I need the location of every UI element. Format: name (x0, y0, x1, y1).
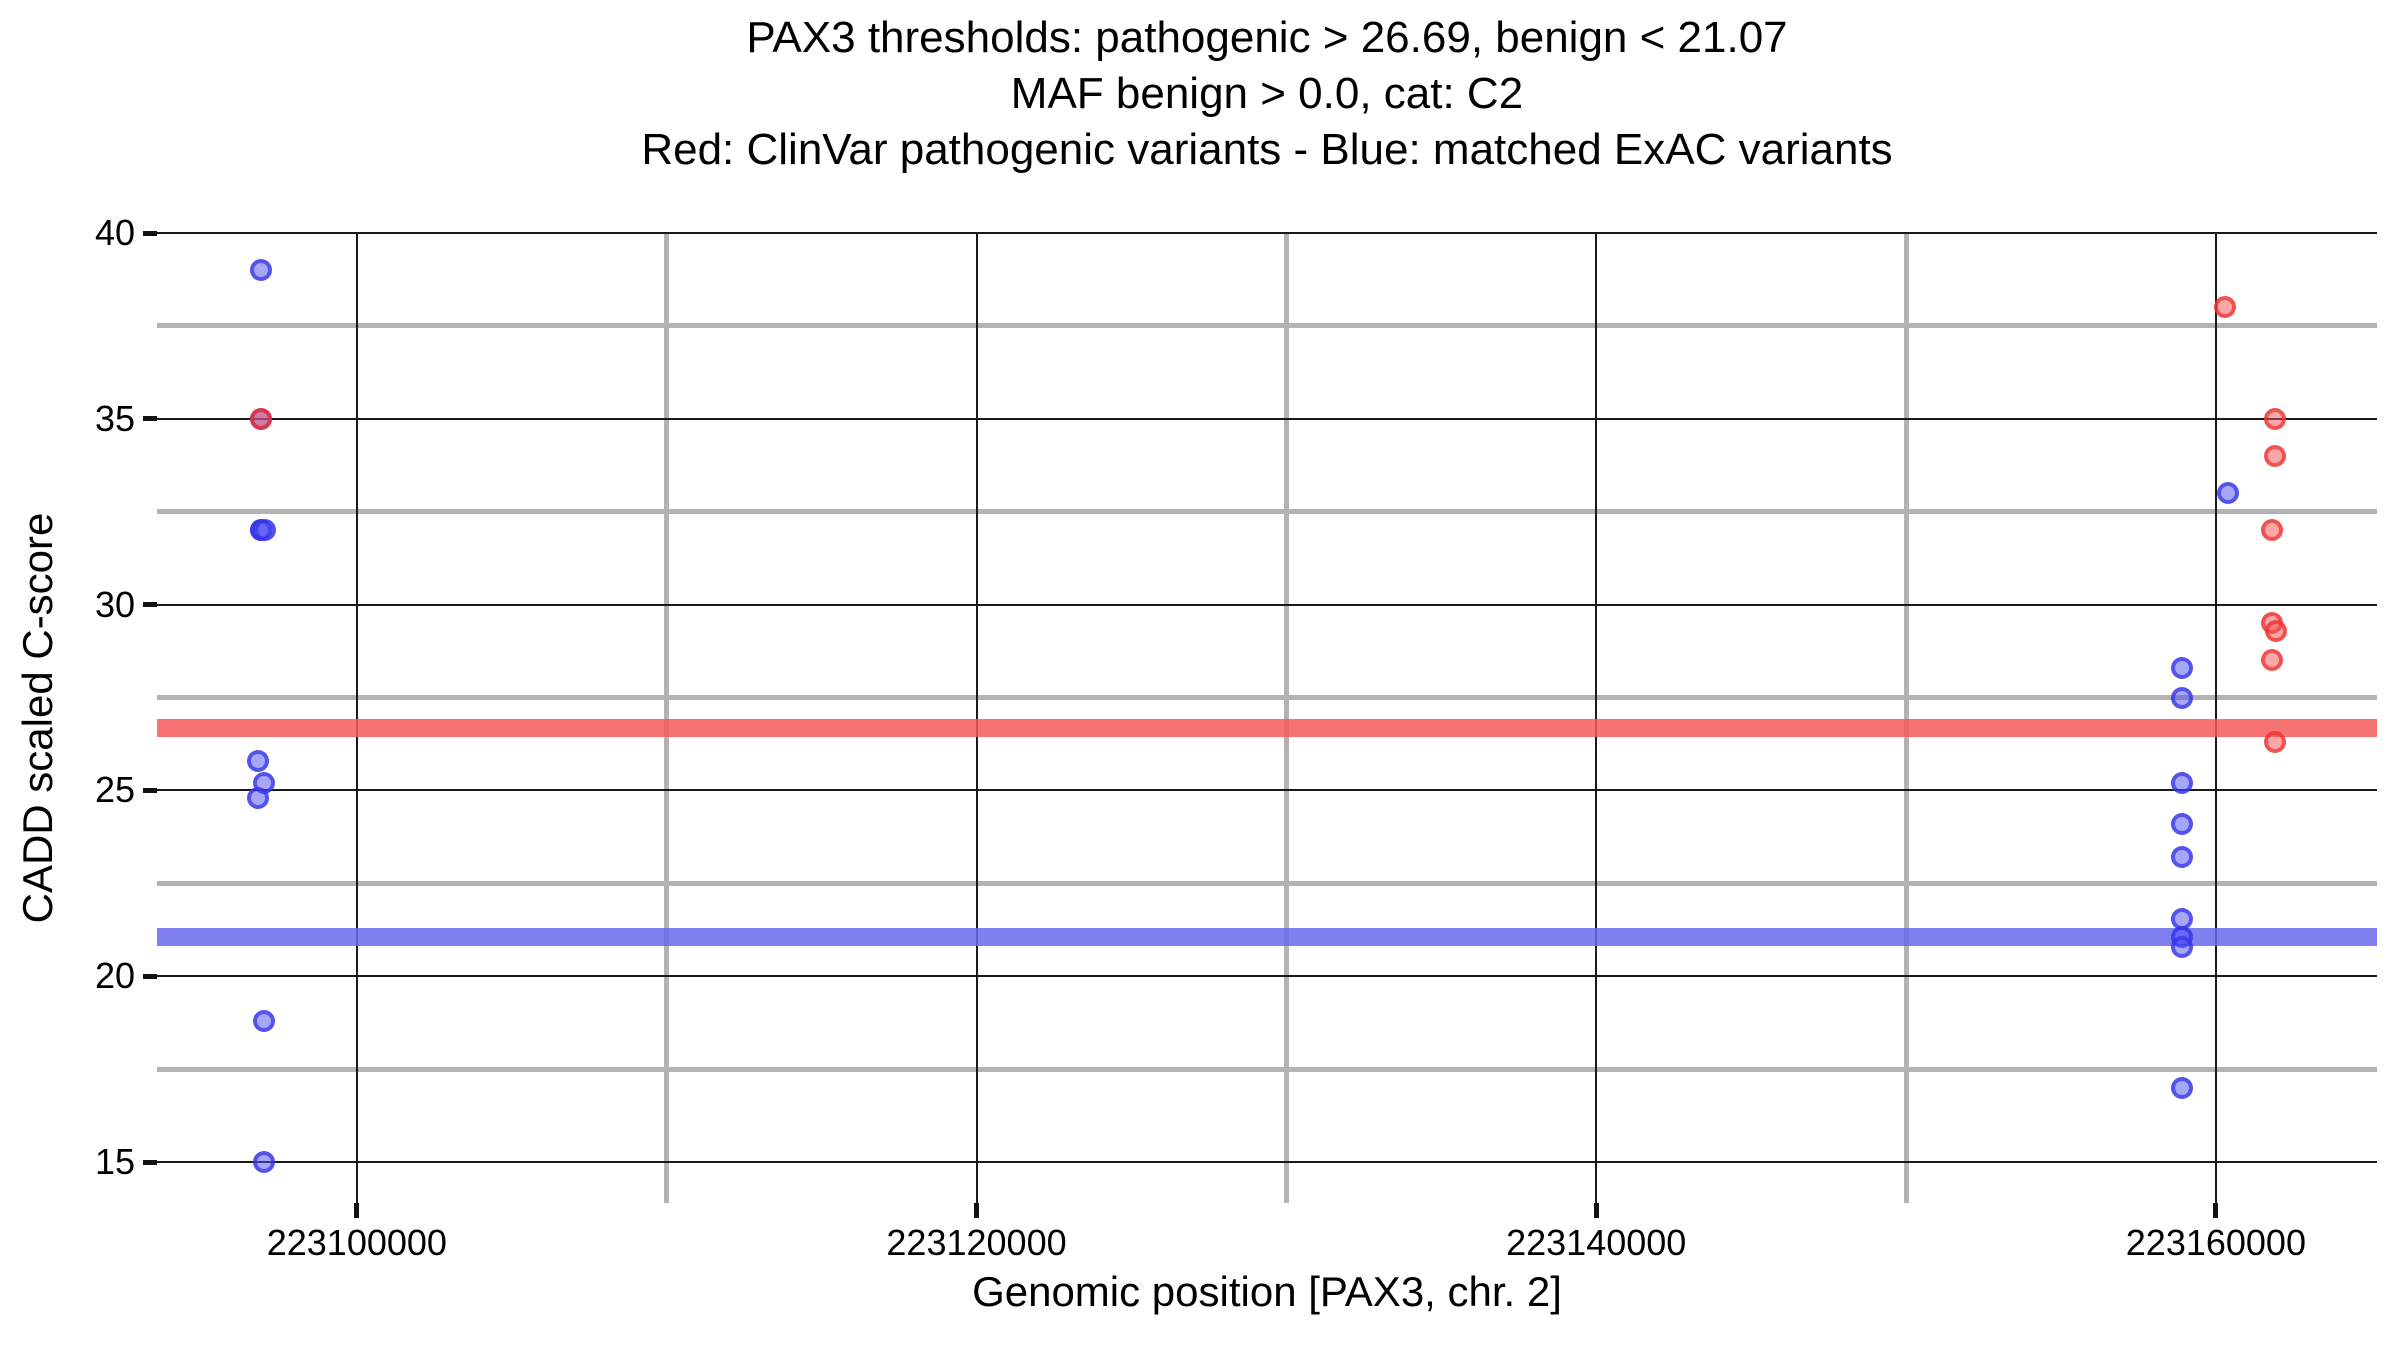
chart-title-line-1: PAX3 thresholds: pathogenic > 26.69, ben… (746, 13, 1788, 62)
x-axis-tick (974, 1203, 980, 1218)
exac-variant-point (252, 1151, 275, 1174)
plot-panel (157, 232, 2377, 1203)
exac-variant-point (254, 519, 277, 542)
clinvar-variant-point (2214, 296, 2237, 319)
y-tick-label: 20 (94, 955, 135, 997)
threshold-band-benign (157, 927, 2377, 946)
y-axis-tick (143, 230, 157, 236)
clinvar-variant-point (2260, 649, 2283, 672)
x-tick-label: 223100000 (266, 1222, 447, 1263)
gridline-y-minor (157, 1066, 2377, 1072)
exac-variant-point (249, 259, 272, 282)
gridline-y-minor (157, 323, 2377, 329)
x-axis-tick (2213, 1203, 2219, 1218)
gridline-y-major (157, 1161, 2377, 1164)
gridline-x-minor (664, 233, 670, 1203)
clinvar-variant-point (2263, 407, 2286, 430)
exac-variant-point (2170, 935, 2193, 958)
y-tick-label: 40 (94, 212, 135, 253)
chart-title: PAX3 thresholds: pathogenic > 26.69, ben… (157, 10, 2377, 178)
y-tick-label: 30 (94, 583, 135, 625)
exac-variant-point (2170, 1076, 2193, 1099)
y-axis-tick (143, 416, 157, 422)
y-axis-tick (143, 1159, 157, 1165)
gridline-x-major (975, 233, 978, 1203)
clinvar-variant-point (2263, 444, 2286, 467)
chart-title-line-2: MAF benign > 0.0, cat: C2 (1010, 69, 1524, 118)
gridline-x-major (2214, 233, 2217, 1203)
clinvar-variant-point (249, 407, 272, 430)
x-tick-label: 223140000 (1506, 1222, 1687, 1263)
clinvar-variant-point (2260, 519, 2283, 542)
gridline-x-major (355, 233, 358, 1203)
gridline-y-minor (157, 880, 2377, 886)
y-tick-label: 15 (94, 1141, 135, 1183)
y-tick-label: 25 (94, 769, 135, 811)
threshold-band-pathogenic (157, 718, 2377, 737)
exac-variant-point (246, 749, 269, 772)
exac-variant-point (2170, 812, 2193, 835)
gridline-y-major (157, 603, 2377, 606)
x-tick-label: 223160000 (2125, 1222, 2306, 1263)
chart-title-line-3: Red: ClinVar pathogenic variants - Blue:… (641, 125, 1893, 174)
gridline-y-major (157, 975, 2377, 978)
y-axis-title: CADD scaled C-score (14, 512, 61, 924)
clinvar-variant-point (2263, 731, 2286, 754)
x-tick-label: 223120000 (886, 1222, 1067, 1263)
gridline-x-minor (1283, 233, 1289, 1203)
exac-variant-point (246, 786, 269, 809)
x-axis-tick (354, 1203, 360, 1218)
gridline-y-major (157, 232, 2377, 234)
x-axis-title: Genomic position [PAX3, chr. 2] (972, 1268, 1562, 1315)
y-axis-tick (143, 787, 157, 793)
gridline-y-minor (157, 509, 2377, 515)
exac-variant-point (2170, 686, 2193, 709)
y-axis-tick (143, 973, 157, 979)
exac-variant-point (2217, 482, 2240, 505)
gridline-y-major (157, 789, 2377, 792)
exac-variant-point (2170, 772, 2193, 795)
gridline-y-minor (157, 695, 2377, 701)
y-axis-tick (143, 602, 157, 608)
exac-variant-point (252, 1009, 275, 1032)
exac-variant-point (2170, 656, 2193, 679)
y-tick-label: 35 (94, 397, 135, 439)
exac-variant-point (2170, 846, 2193, 869)
clinvar-variant-point (2265, 619, 2288, 642)
gridline-x-major (1595, 233, 1598, 1203)
gridline-y-major (157, 417, 2377, 420)
x-axis-tick (1593, 1203, 1599, 1218)
gridline-x-minor (1903, 233, 1909, 1203)
